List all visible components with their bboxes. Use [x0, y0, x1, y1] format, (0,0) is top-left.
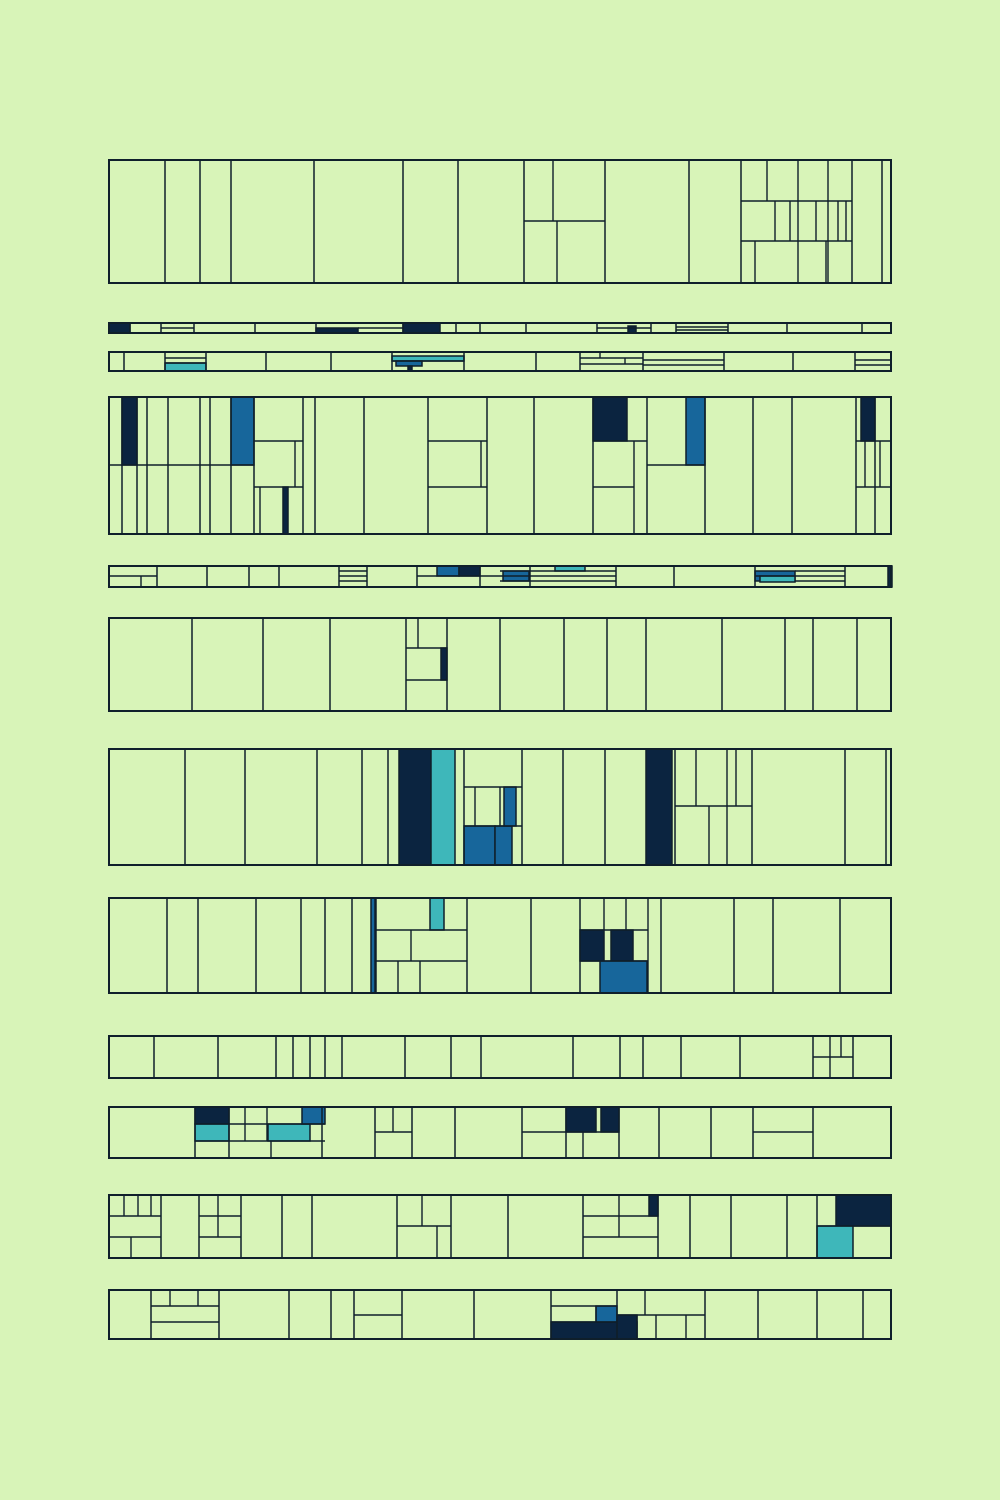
band-8-filled-cell-3 — [579, 929, 605, 962]
band-10-filled-cell-2 — [194, 1123, 230, 1142]
band-1 — [108, 159, 892, 284]
band-2 — [108, 322, 892, 334]
band-11-filled-cell-2 — [816, 1225, 854, 1259]
band-10-filled-cell-5 — [565, 1106, 597, 1133]
band-7-filled-cell-6 — [645, 748, 673, 866]
band-5-filled-cell-1 — [436, 565, 460, 577]
band-11 — [108, 1194, 892, 1259]
band-8 — [108, 897, 892, 994]
band-group — [108, 159, 893, 1340]
band-7 — [108, 748, 892, 866]
band-11-filled-cell-3 — [648, 1194, 659, 1217]
band-12-filled-cell-2 — [595, 1305, 618, 1323]
band-4-filled-cell-4 — [685, 396, 706, 466]
band-3-frame — [108, 351, 892, 372]
band-9 — [108, 1035, 892, 1079]
band-8-frame — [108, 897, 892, 994]
band-2-filled-cell-1 — [108, 322, 131, 334]
band-9-frame — [108, 1035, 892, 1079]
band-7-filled-cell-4 — [494, 825, 513, 866]
band-4 — [108, 396, 892, 535]
band-6 — [108, 617, 892, 712]
band-4-filled-cell-3 — [592, 396, 628, 442]
band-4-filled-cell-5 — [860, 396, 876, 442]
band-4-filled-cell-6 — [282, 486, 289, 535]
band-10-frame — [108, 1106, 892, 1159]
band-11-filled-cell-1 — [835, 1194, 892, 1227]
band-2-frame — [108, 322, 892, 334]
band-10-filled-cell-6 — [600, 1106, 620, 1133]
band-2-filled-cell-4 — [627, 325, 637, 334]
band-12-frame — [108, 1289, 892, 1340]
band-4-filled-cell-1 — [121, 396, 138, 466]
band-8-filled-cell-4 — [610, 929, 634, 962]
band-10 — [108, 1106, 892, 1159]
band-12 — [108, 1289, 892, 1340]
band-5-filled-cell-2 — [458, 565, 481, 577]
band-5 — [108, 565, 893, 588]
band-4-filled-cell-2 — [230, 396, 255, 466]
band-7-filled-cell-3 — [463, 825, 496, 866]
band-7-filled-cell-1 — [398, 748, 432, 866]
band-2-filled-cell-3 — [402, 322, 441, 334]
band-8-filled-cell-1 — [429, 897, 445, 931]
band-7-filled-cell-2 — [430, 748, 456, 866]
band-5-filled-cell-6 — [759, 575, 796, 583]
band-3-filled-cell-1 — [164, 362, 207, 372]
band-1-frame — [108, 159, 892, 284]
band-3 — [108, 351, 892, 372]
band-7-filled-cell-5 — [503, 786, 517, 827]
band-8-filled-cell-5 — [599, 960, 648, 994]
band-10-filled-cell-3 — [267, 1123, 311, 1142]
band-12-filled-cell-3 — [616, 1314, 638, 1340]
band-7-frame — [108, 748, 892, 866]
band-6-filled-cell-1 — [440, 647, 448, 681]
band-10-filled-cell-1 — [194, 1106, 230, 1125]
